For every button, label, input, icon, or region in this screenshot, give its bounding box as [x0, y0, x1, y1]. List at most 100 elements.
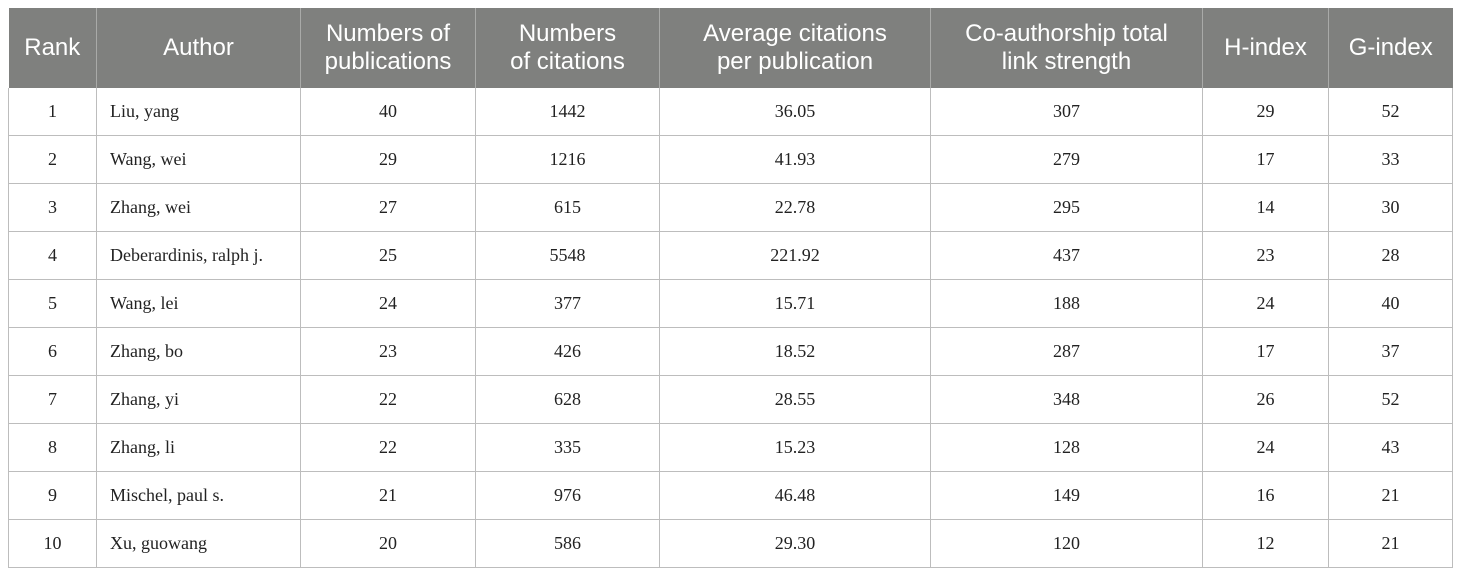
cell-average-citations: 36.05 [659, 88, 931, 136]
header-author: Author [96, 8, 301, 88]
cell-rank: 7 [8, 375, 97, 424]
header-link-strength: Co-authorship total link strength [930, 8, 1203, 88]
cell-g-index: 40 [1328, 279, 1453, 328]
author-table: Rank Author Numbers of publications Numbe… [8, 8, 1453, 568]
cell-link-strength: 437 [930, 231, 1203, 280]
cell-author: Wang, wei [96, 135, 301, 184]
cell-link-strength: 348 [930, 375, 1203, 424]
cell-average-citations: 46.48 [659, 471, 931, 520]
cell-author: Mischel, paul s. [96, 471, 301, 520]
cell-g-index: 21 [1328, 471, 1453, 520]
cell-average-citations: 28.55 [659, 375, 931, 424]
cell-author: Deberardinis, ralph j. [96, 231, 301, 280]
cell-h-index: 26 [1202, 375, 1329, 424]
table-row: 3 Zhang, wei 27 615 22.78 295 14 30 [8, 183, 1453, 232]
cell-link-strength: 149 [930, 471, 1203, 520]
cell-author: Zhang, li [96, 423, 301, 472]
cell-citations: 976 [475, 471, 660, 520]
header-row: Rank Author Numbers of publications Numbe… [8, 8, 1453, 88]
table-row: 1 Liu, yang 40 1442 36.05 307 29 52 [8, 88, 1453, 136]
cell-author: Wang, lei [96, 279, 301, 328]
cell-publications: 27 [300, 183, 476, 232]
cell-g-index: 52 [1328, 375, 1453, 424]
cell-rank: 2 [8, 135, 97, 184]
cell-publications: 24 [300, 279, 476, 328]
cell-citations: 426 [475, 327, 660, 376]
cell-publications: 23 [300, 327, 476, 376]
table-row: 5 Wang, lei 24 377 15.71 188 24 40 [8, 279, 1453, 328]
table-row: 8 Zhang, li 22 335 15.23 128 24 43 [8, 423, 1453, 472]
cell-g-index: 30 [1328, 183, 1453, 232]
cell-h-index: 29 [1202, 88, 1329, 136]
cell-rank: 3 [8, 183, 97, 232]
cell-publications: 22 [300, 375, 476, 424]
cell-g-index: 33 [1328, 135, 1453, 184]
cell-h-index: 16 [1202, 471, 1329, 520]
header-rank: Rank [8, 8, 97, 88]
cell-link-strength: 188 [930, 279, 1203, 328]
cell-average-citations: 41.93 [659, 135, 931, 184]
cell-publications: 22 [300, 423, 476, 472]
cell-rank: 4 [8, 231, 97, 280]
cell-link-strength: 279 [930, 135, 1203, 184]
cell-h-index: 17 [1202, 135, 1329, 184]
cell-author: Zhang, wei [96, 183, 301, 232]
header-publications: Numbers of publications [300, 8, 476, 88]
cell-publications: 20 [300, 519, 476, 568]
cell-publications: 21 [300, 471, 476, 520]
cell-citations: 5548 [475, 231, 660, 280]
cell-h-index: 12 [1202, 519, 1329, 568]
cell-rank: 8 [8, 423, 97, 472]
table-row: 9 Mischel, paul s. 21 976 46.48 149 16 21 [8, 471, 1453, 520]
cell-publications: 40 [300, 88, 476, 136]
cell-link-strength: 307 [930, 88, 1203, 136]
cell-rank: 10 [8, 519, 97, 568]
cell-g-index: 28 [1328, 231, 1453, 280]
cell-link-strength: 128 [930, 423, 1203, 472]
cell-g-index: 43 [1328, 423, 1453, 472]
cell-h-index: 14 [1202, 183, 1329, 232]
table-row: 6 Zhang, bo 23 426 18.52 287 17 37 [8, 327, 1453, 376]
cell-average-citations: 15.23 [659, 423, 931, 472]
header-citations: Numbers of citations [475, 8, 660, 88]
cell-author: Zhang, yi [96, 375, 301, 424]
cell-link-strength: 295 [930, 183, 1203, 232]
cell-citations: 586 [475, 519, 660, 568]
cell-h-index: 24 [1202, 279, 1329, 328]
cell-citations: 1442 [475, 88, 660, 136]
cell-g-index: 52 [1328, 88, 1453, 136]
table-body: 1 Liu, yang 40 1442 36.05 307 29 52 2 Wang, wei 29… [8, 88, 1453, 568]
table-row: 7 Zhang, yi 22 628 28.55 348 26 52 [8, 375, 1453, 424]
table-row: 2 Wang, wei 29 1216 41.93 279 17 33 [8, 135, 1453, 184]
cell-average-citations: 22.78 [659, 183, 931, 232]
cell-publications: 25 [300, 231, 476, 280]
cell-author: Xu, guowang [96, 519, 301, 568]
cell-h-index: 23 [1202, 231, 1329, 280]
cell-citations: 377 [475, 279, 660, 328]
cell-citations: 615 [475, 183, 660, 232]
cell-g-index: 21 [1328, 519, 1453, 568]
header-average-citations: Average citations per publication [659, 8, 931, 88]
table-row: 10 Xu, guowang 20 586 29.30 120 12 21 [8, 519, 1453, 568]
cell-average-citations: 29.30 [659, 519, 931, 568]
cell-author: Liu, yang [96, 88, 301, 136]
table-row: 4 Deberardinis, ralph j. 25 5548 221.92 437 23… [8, 231, 1453, 280]
cell-citations: 628 [475, 375, 660, 424]
cell-average-citations: 221.92 [659, 231, 931, 280]
author-table-container: Rank Author Numbers of publications Numbe… [8, 8, 1453, 568]
cell-h-index: 24 [1202, 423, 1329, 472]
cell-average-citations: 15.71 [659, 279, 931, 328]
cell-rank: 1 [8, 88, 97, 136]
cell-h-index: 17 [1202, 327, 1329, 376]
cell-author: Zhang, bo [96, 327, 301, 376]
cell-average-citations: 18.52 [659, 327, 931, 376]
cell-rank: 9 [8, 471, 97, 520]
cell-citations: 335 [475, 423, 660, 472]
cell-publications: 29 [300, 135, 476, 184]
cell-link-strength: 120 [930, 519, 1203, 568]
cell-citations: 1216 [475, 135, 660, 184]
header-h-index: H-index [1202, 8, 1329, 88]
cell-rank: 5 [8, 279, 97, 328]
header-g-index: G-index [1328, 8, 1453, 88]
cell-link-strength: 287 [930, 327, 1203, 376]
